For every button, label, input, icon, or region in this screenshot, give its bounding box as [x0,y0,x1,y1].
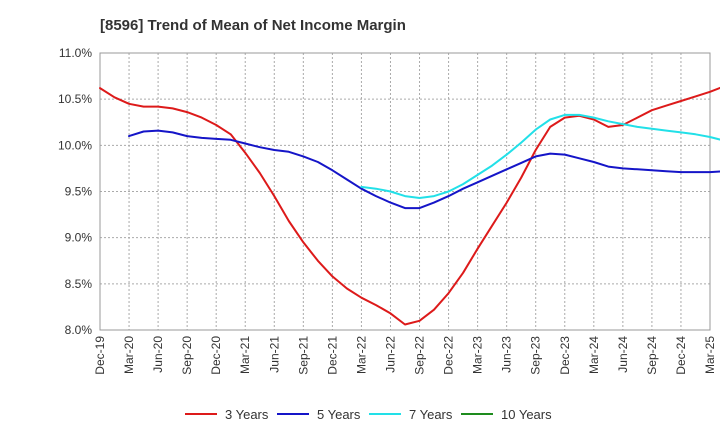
x-tick-label: Mar-25 [703,336,717,374]
y-tick-label: 8.0% [65,323,93,337]
x-tick-label: Jun-20 [151,336,165,373]
x-tick-label: Jun-24 [616,336,630,373]
y-tick-label: 9.5% [65,185,93,199]
series-line-3-years [99,86,720,326]
legend-label: 7 Years [409,407,453,422]
legend-label: 10 Years [501,407,552,422]
y-tick-label: 11.0% [59,46,92,60]
x-tick-label: Sep-20 [180,336,194,375]
x-tick-label: Dec-19 [93,336,107,375]
x-tick-label: Jun-21 [267,336,281,373]
series-line-5-years [128,129,720,210]
grid [100,53,710,330]
x-tick-label: Mar-24 [587,336,601,374]
x-tick-label: Dec-20 [209,336,223,375]
x-tick-label: Jun-23 [500,336,514,373]
x-tick-label: Mar-21 [238,336,252,374]
y-tick-label: 9.0% [65,231,93,245]
plot-frame [99,52,711,331]
legend: 3 Years 5 Years 7 Years 10 Years [185,407,552,422]
x-tick-label: Jun-22 [383,336,397,373]
x-tick-label: Mar-20 [122,336,136,374]
y-tick-label: 8.5% [65,277,93,291]
y-tick-label: 10.5% [58,92,92,106]
x-tick-label: Sep-22 [413,336,427,375]
x-tick-label: Dec-23 [558,336,572,375]
y-axis: 8.0% 8.5% 9.0% 9.5% 10.0% 10.5% 11.0% [58,46,92,337]
x-tick-label: Mar-22 [354,336,368,374]
series-lines [99,86,720,326]
series-line-7-years [360,113,720,199]
x-tick-label: Dec-22 [442,336,456,375]
legend-label: 3 Years [225,407,269,422]
x-axis: Dec-19 Mar-20 Jun-20 Sep-20 Dec-20 Mar-21 Jun-… [93,336,717,375]
chart-title: [8596] Trend of Mean of Net Income Margi… [100,17,406,34]
x-tick-label: Sep-24 [645,336,659,375]
y-tick-label: 10.0% [58,138,92,152]
x-tick-label: Sep-23 [529,336,543,375]
x-tick-label: Sep-21 [296,336,310,375]
x-tick-label: Dec-21 [325,336,339,375]
legend-label: 5 Years [317,407,361,422]
x-tick-label: Dec-24 [674,336,688,375]
x-tick-label: Mar-23 [471,336,485,374]
